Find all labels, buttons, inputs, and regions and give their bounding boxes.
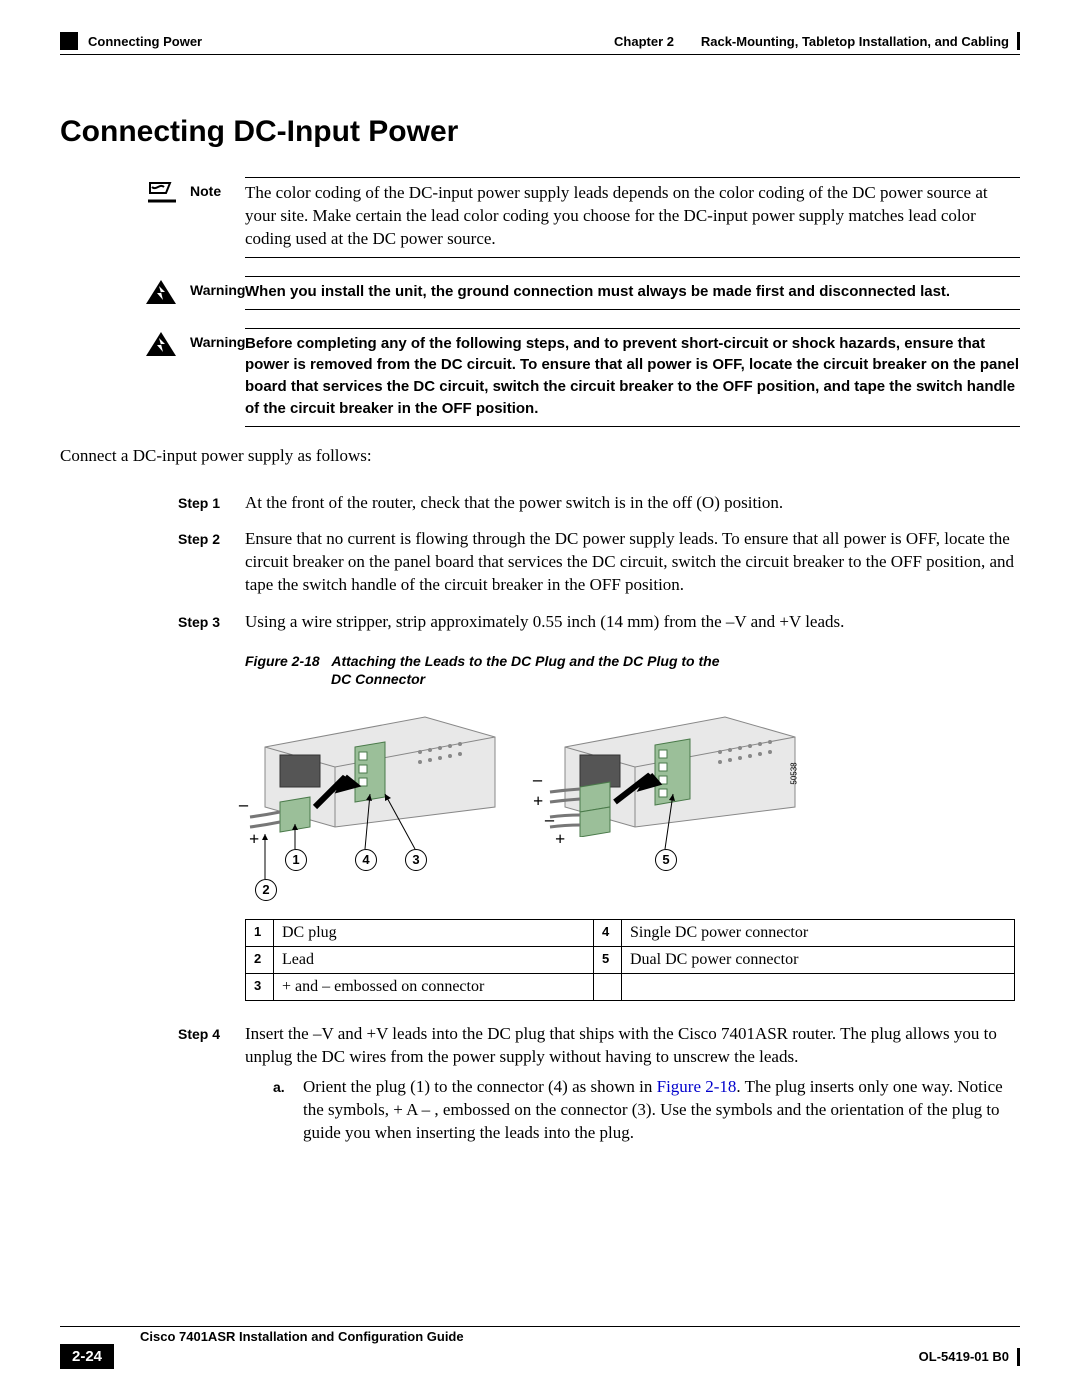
intro-text: Connect a DC-input power supply as follo… bbox=[60, 445, 1020, 468]
polarity-minus: – bbox=[239, 794, 248, 815]
step-4: Step 4 Insert the –V and +V leads into t… bbox=[60, 1023, 1020, 1152]
header-rule bbox=[60, 54, 1020, 55]
footer-doc-title: Cisco 7401ASR Installation and Configura… bbox=[60, 1329, 1020, 1344]
step-body: Ensure that no current is flowing throug… bbox=[245, 528, 1020, 597]
figure-crossref-link[interactable]: Figure 2-18 bbox=[657, 1077, 737, 1096]
warning-text-2: Before completing any of the following s… bbox=[245, 328, 1020, 427]
callout-2: 2 bbox=[255, 879, 277, 901]
polarity-plus: + bbox=[555, 829, 565, 850]
polarity-minus: – bbox=[533, 769, 542, 790]
header-section: Connecting Power bbox=[88, 34, 202, 49]
substep-text: Orient the plug (1) to the connector (4)… bbox=[303, 1076, 1020, 1145]
substep-a: a. Orient the plug (1) to the connector … bbox=[273, 1076, 1020, 1145]
diagram-device-left bbox=[245, 707, 505, 837]
figure-diagram: – + bbox=[245, 699, 1015, 909]
figure-id: 50538 bbox=[789, 762, 798, 784]
warning-icon bbox=[60, 276, 190, 308]
callout-4: 4 bbox=[355, 849, 377, 871]
step-label: Step 3 bbox=[60, 611, 245, 634]
warning-icon bbox=[60, 328, 190, 360]
warning-label: Warning bbox=[190, 276, 245, 298]
figure-caption: Figure 2-18 Attaching the Leads to the D… bbox=[245, 652, 1020, 688]
callout-3: 3 bbox=[405, 849, 427, 871]
warning-text-1: When you install the unit, the ground co… bbox=[245, 276, 1020, 310]
step-2: Step 2 Ensure that no current is flowing… bbox=[60, 528, 1020, 597]
page-header: Connecting Power Chapter 2 Rack-Mounting… bbox=[60, 32, 1020, 50]
note-label: Note bbox=[190, 177, 245, 199]
polarity-minus: – bbox=[545, 809, 554, 830]
header-chapter: Chapter 2 Rack-Mounting, Tabletop Instal… bbox=[614, 32, 1020, 50]
step-label: Step 4 bbox=[60, 1023, 245, 1152]
step-3: Step 3 Using a wire stripper, strip appr… bbox=[60, 611, 1020, 634]
note-text: The color coding of the DC-input power s… bbox=[245, 177, 1020, 258]
section-heading: Connecting DC-Input Power bbox=[60, 115, 1020, 149]
warning-callout-2: Warning Before completing any of the fol… bbox=[60, 328, 1020, 427]
table-row: 2Lead 5Dual DC power connector bbox=[246, 946, 1015, 973]
step-body: At the front of the router, check that t… bbox=[245, 492, 1020, 515]
page-number: 2-24 bbox=[60, 1344, 114, 1369]
callout-1: 1 bbox=[285, 849, 307, 871]
warning-callout-1: Warning When you install the unit, the g… bbox=[60, 276, 1020, 310]
step-1: Step 1 At the front of the router, check… bbox=[60, 492, 1020, 515]
step-body: Insert the –V and +V leads into the DC p… bbox=[245, 1023, 1020, 1152]
figure-legend-table: 1DC plug 4Single DC power connector 2Lea… bbox=[245, 919, 1015, 1001]
step-label: Step 2 bbox=[60, 528, 245, 597]
polarity-plus: + bbox=[533, 791, 543, 812]
note-callout: Note The color coding of the DC-input po… bbox=[60, 177, 1020, 258]
polarity-plus: + bbox=[249, 829, 259, 850]
step-body: Using a wire stripper, strip approximate… bbox=[245, 611, 1020, 634]
table-row: 1DC plug 4Single DC power connector bbox=[246, 919, 1015, 946]
table-row: 3+ and – embossed on connector bbox=[246, 973, 1015, 1000]
page-footer: Cisco 7401ASR Installation and Configura… bbox=[60, 1326, 1020, 1369]
diagram-device-right bbox=[545, 707, 805, 837]
warning-label: Warning bbox=[190, 328, 245, 350]
callout-5: 5 bbox=[655, 849, 677, 871]
note-icon bbox=[60, 177, 190, 207]
step-label: Step 1 bbox=[60, 492, 245, 515]
footer-code: OL-5419-01 B0 bbox=[919, 1348, 1020, 1366]
corner-marker bbox=[60, 32, 78, 50]
